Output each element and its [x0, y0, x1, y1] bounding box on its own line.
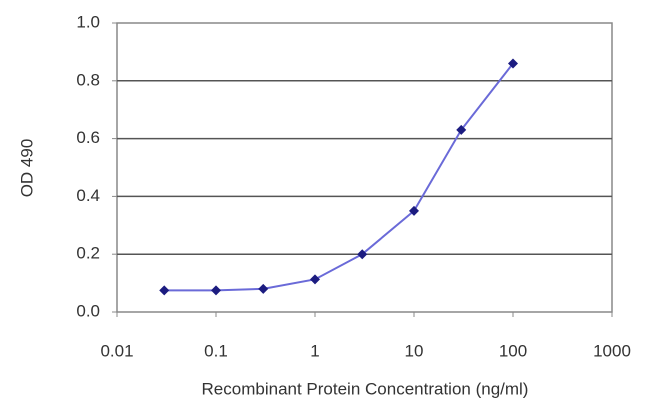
y-tick-label: 1.0 — [76, 12, 100, 31]
y-tick-label: 0.2 — [76, 244, 100, 263]
data-point — [508, 58, 518, 69]
data-point — [456, 124, 467, 135]
y-tick-label: 0.8 — [76, 70, 100, 89]
plot-area — [116, 22, 613, 313]
x-tick-label: 0.1 — [204, 341, 228, 360]
data-point — [211, 285, 221, 296]
data-point — [258, 283, 269, 294]
y-tick-label: 0.6 — [76, 128, 100, 147]
x-tick-label: 100 — [499, 341, 527, 360]
y-axis-title: OD 490 — [17, 139, 36, 198]
x-tick-label: 1000 — [593, 341, 631, 360]
x-tick-label: 0.01 — [100, 341, 133, 360]
y-tick-label: 0.4 — [76, 186, 100, 205]
x-tick-label: 10 — [405, 341, 424, 360]
data-point — [357, 249, 368, 260]
data-line — [164, 62, 514, 292]
x-tick-label: 1 — [310, 341, 319, 360]
x-axis-title: Recombinant Protein Concentration (ng/ml… — [202, 379, 529, 398]
data-point — [310, 274, 320, 285]
data-point — [159, 285, 170, 296]
y-tick-label: 0.0 — [76, 301, 100, 320]
data-point — [409, 205, 419, 216]
